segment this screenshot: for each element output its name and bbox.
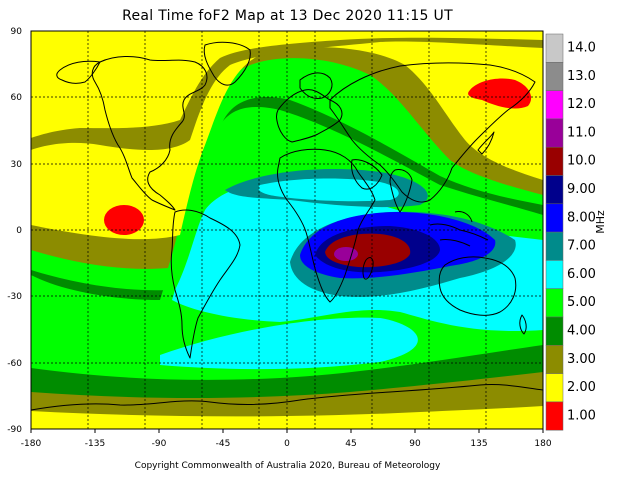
x-tick-label: -45 bbox=[216, 439, 231, 449]
colorbar-label: 6.00 bbox=[567, 267, 596, 282]
y-tick-label: -30 bbox=[7, 292, 22, 302]
band-11mhz bbox=[334, 247, 358, 261]
low-fof2-spot-pacific bbox=[104, 205, 144, 235]
coast-south-america bbox=[170, 209, 241, 359]
x-tick-label: -90 bbox=[152, 439, 167, 449]
coast-japan bbox=[477, 131, 495, 155]
colorbar-swatch bbox=[545, 288, 564, 318]
band-6mhz-inner bbox=[258, 178, 399, 202]
x-tick-label: 45 bbox=[345, 439, 356, 449]
colorbar-label: 2.00 bbox=[567, 380, 596, 395]
copyright-text: Copyright Commonwealth of Australia 2020… bbox=[134, 461, 441, 471]
coast-australia bbox=[438, 256, 517, 316]
contour-field bbox=[31, 31, 543, 429]
coast-new-zealand bbox=[519, 314, 527, 335]
x-tick-label: 0 bbox=[284, 439, 290, 449]
colorbar-label: 10.0 bbox=[567, 154, 596, 169]
coast-indonesia bbox=[429, 211, 489, 247]
band-6mhz-south bbox=[160, 317, 418, 370]
colorbar-swatch bbox=[545, 203, 564, 233]
low-fof2-spot-siberia bbox=[468, 78, 532, 109]
x-tick-label: -180 bbox=[21, 439, 42, 449]
y-tick-labels: 90 60 30 0 -30 -60 -90 bbox=[7, 27, 22, 435]
colorbar-label: 3.00 bbox=[567, 352, 596, 367]
coast-greenland bbox=[203, 41, 251, 86]
colorbar-label: 7.00 bbox=[567, 239, 596, 254]
colorbar-swatch bbox=[545, 316, 564, 346]
x-tick-label: -135 bbox=[85, 439, 105, 449]
colorbar-swatch bbox=[545, 33, 564, 63]
colorbar-unit: MHz bbox=[594, 210, 607, 234]
axis-ticks bbox=[30, 429, 544, 433]
coast-europe bbox=[276, 89, 343, 143]
colorbar-swatch bbox=[545, 90, 564, 120]
y-tick-label: 90 bbox=[11, 27, 23, 37]
coastlines bbox=[31, 41, 543, 411]
y-tick-label: -60 bbox=[7, 359, 22, 369]
coast-scandinavia bbox=[299, 72, 333, 99]
colorbar-swatch bbox=[545, 401, 564, 431]
coast-asia bbox=[329, 62, 536, 203]
colorbar-swatch bbox=[545, 231, 564, 261]
colorbar-swatch bbox=[545, 373, 564, 403]
coast-antarctica bbox=[31, 384, 543, 411]
colorbar-label: 13.0 bbox=[567, 69, 596, 84]
y-tick-label: 60 bbox=[11, 93, 23, 103]
band-2mhz-cap bbox=[31, 31, 543, 138]
coast-madagascar bbox=[362, 257, 374, 280]
colorbar-swatch bbox=[545, 175, 564, 205]
coast-arabia bbox=[351, 159, 383, 190]
y-tick-label: 0 bbox=[16, 226, 22, 236]
colorbar-swatch bbox=[545, 62, 564, 91]
x-tick-labels: -180 -135 -90 -45 0 45 90 135 180 bbox=[21, 439, 552, 449]
coast-alaska bbox=[56, 60, 101, 84]
colorbar-label: 4.00 bbox=[567, 324, 596, 339]
colorbar-label: 8.00 bbox=[567, 210, 596, 225]
x-tick-label: 135 bbox=[470, 439, 487, 449]
x-tick-label: 180 bbox=[534, 439, 551, 449]
y-tick-label: -90 bbox=[7, 425, 22, 435]
colorbar-label: 12.0 bbox=[567, 97, 596, 112]
colorbar-swatch bbox=[545, 146, 564, 176]
colorbar-swatch bbox=[545, 118, 564, 148]
grid-lines bbox=[31, 31, 543, 429]
band-2mhz-south bbox=[31, 406, 543, 429]
colorbar-label: 11.0 bbox=[567, 125, 596, 140]
map-title: Real Time foF2 Map at 13 Dec 2020 11:15 … bbox=[122, 8, 453, 24]
y-tick-label: 30 bbox=[11, 160, 23, 170]
coast-north-america bbox=[91, 56, 208, 211]
colorbar-label: 1.00 bbox=[567, 408, 596, 423]
x-tick-label: 90 bbox=[409, 439, 421, 449]
colorbar-label: 9.00 bbox=[567, 182, 596, 197]
colorbar-swatch bbox=[545, 260, 564, 289]
colorbar: 14.0 13.0 12.0 11.0 10.0 9.00 8.00 7.00 6.00 5.00… bbox=[545, 33, 596, 431]
colorbar-label: 14.0 bbox=[567, 41, 596, 56]
colorbar-swatch bbox=[545, 345, 564, 374]
coast-india bbox=[389, 169, 413, 213]
colorbar-label: 5.00 bbox=[567, 295, 596, 310]
